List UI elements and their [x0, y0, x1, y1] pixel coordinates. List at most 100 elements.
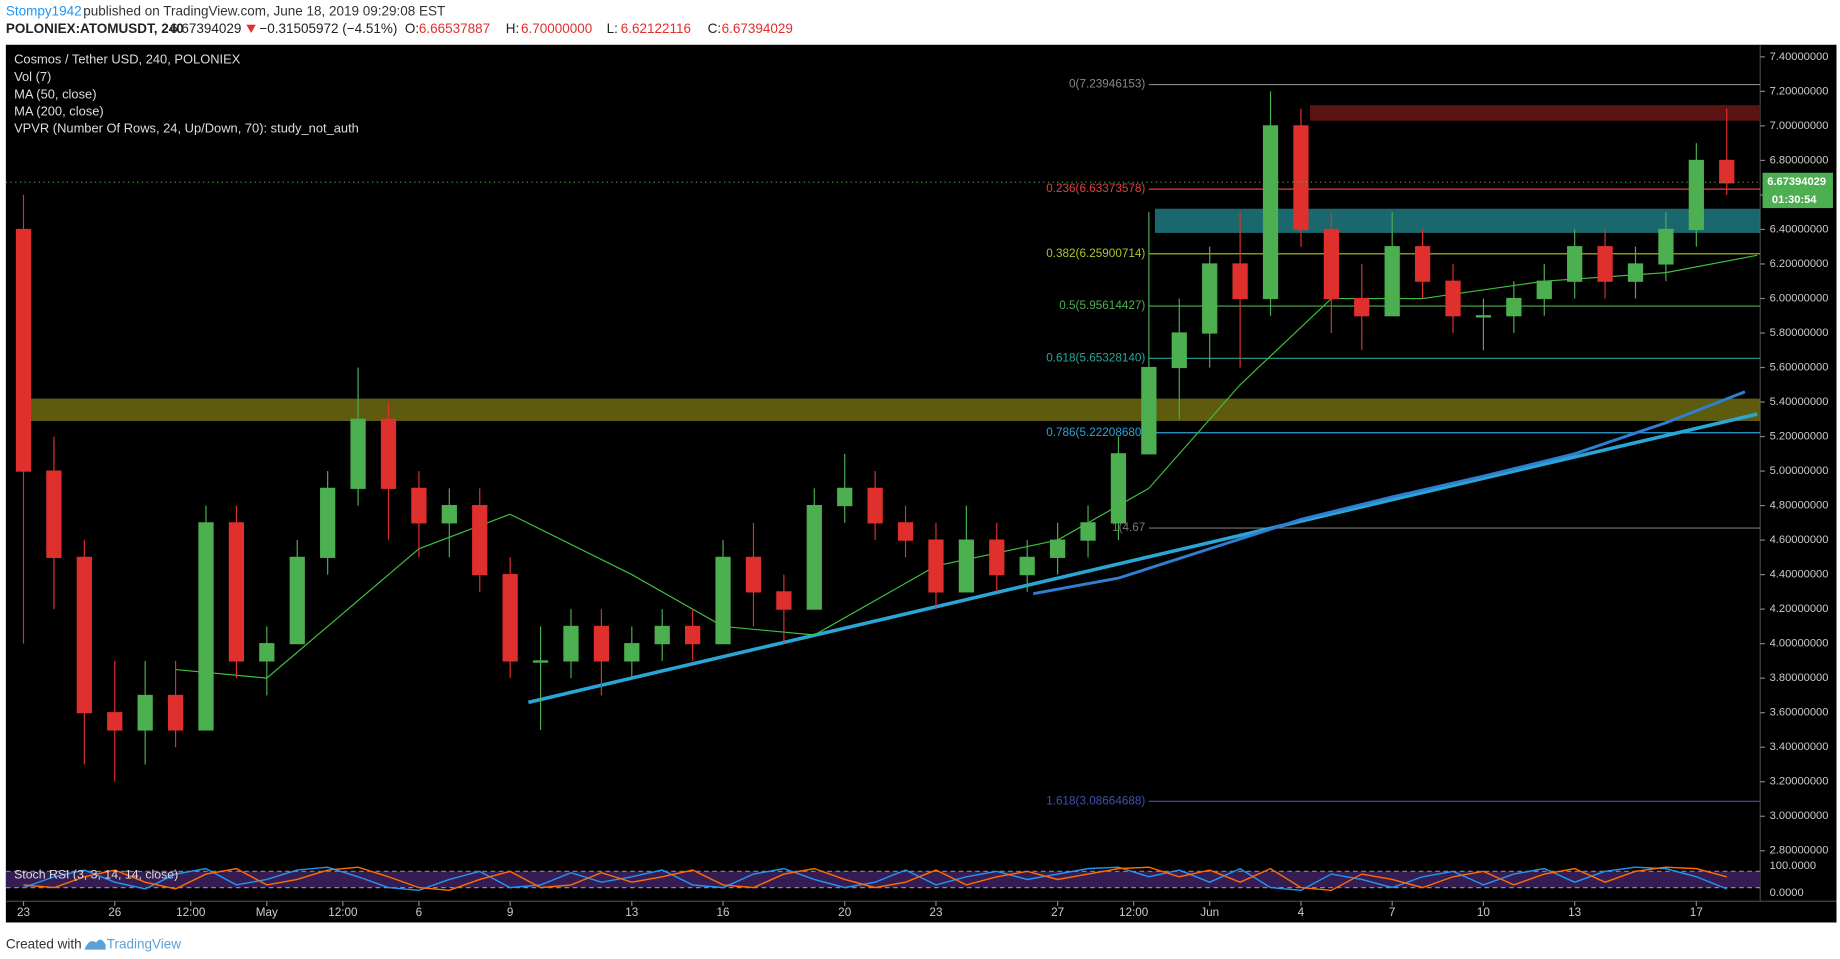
x-tick-label: 23	[929, 906, 943, 919]
footer-created: Created with	[6, 936, 82, 951]
y-tick-label: 3.60000000	[1770, 707, 1829, 719]
candle-body	[380, 418, 397, 489]
y-tick-label: 5.80000000	[1770, 327, 1829, 339]
candle-body	[1688, 159, 1704, 231]
x-tick-label: 10	[1477, 906, 1491, 919]
ohlc-label: H:	[506, 21, 520, 36]
candle-body	[15, 228, 32, 472]
y-tick-label: 3.80000000	[1770, 672, 1829, 684]
x-tick-label: 12:00	[176, 906, 206, 919]
publisher[interactable]: Stompy1942	[6, 3, 82, 18]
candle-body	[563, 625, 579, 662]
candle-body	[320, 487, 336, 558]
x-tick-label: 12:00	[328, 906, 358, 919]
fib-label: 1(4.67	[1112, 521, 1145, 534]
candle-body	[472, 505, 488, 576]
zone	[1310, 105, 1761, 121]
y-tick-label: 3.40000000	[1770, 741, 1829, 753]
fib-label: 0.382(6.25900714)	[1046, 247, 1145, 260]
y-tick-label: 4.40000000	[1770, 569, 1829, 581]
candle-body	[989, 539, 1005, 576]
y-tick-label: 5.60000000	[1770, 361, 1829, 373]
stoch-line	[23, 866, 1727, 892]
candle-body	[593, 625, 610, 662]
candle-body	[289, 556, 305, 645]
fib-label: 0.618(5.65328140)	[1046, 351, 1145, 364]
x-tick-label: 6	[416, 906, 423, 919]
y-tick-label: 7.40000000	[1770, 51, 1829, 63]
stoch-tick-label: 0.0000	[1770, 887, 1804, 899]
ohlc-value: 6.66537887	[419, 21, 490, 36]
candle-body	[1080, 522, 1096, 541]
study-label: Vol (7)	[14, 69, 51, 84]
stoch-line	[23, 866, 1728, 892]
tv-logo	[84, 939, 106, 950]
fib-label: 0.236(6.63373578)	[1046, 182, 1145, 195]
candle-body	[1719, 159, 1735, 184]
x-tick-label: 13	[1568, 906, 1582, 919]
y-tick-label: 4.80000000	[1770, 500, 1829, 512]
x-tick-label: Jun	[1200, 906, 1219, 919]
y-tick-label: 6.00000000	[1770, 292, 1829, 304]
candle-body	[654, 625, 670, 645]
candle-body	[532, 660, 549, 663]
y-tick-label: 6.40000000	[1770, 223, 1829, 235]
price-tag	[1762, 172, 1833, 209]
ma200-line	[1032, 390, 1746, 596]
y-tick-label: 7.20000000	[1770, 85, 1829, 97]
y-tick-label: 6.20000000	[1770, 258, 1829, 270]
study-label: MA (50, close)	[14, 86, 96, 101]
candle-body	[624, 643, 640, 662]
fib-label: 0.786(5.22208680)	[1046, 426, 1145, 439]
candle-body	[1597, 246, 1613, 282]
y-tick-label: 7.00000000	[1770, 120, 1829, 132]
study-legend: Vol (7) MA (50, close) MA (200, close) VPVR…	[14, 69, 359, 135]
candle-body	[1354, 297, 1370, 317]
chart-panel	[5, 44, 1837, 923]
x-tick-label: 27	[1051, 906, 1064, 919]
chart-title: Cosmos / Tether USD, 240, POLONIEX	[14, 51, 241, 66]
candle-body	[958, 539, 975, 593]
x-tick-label: 13	[625, 906, 639, 919]
y-tick-label: 5.00000000	[1770, 465, 1829, 477]
candle-body	[1536, 280, 1552, 300]
price-tag-label: 6.67394029	[1767, 176, 1826, 188]
symbol: POLONIEX:ATOMUSDT, 240	[6, 21, 184, 36]
candle-body	[502, 574, 518, 662]
change: −0.31505972 (−4.51%)	[259, 21, 397, 36]
candle-body	[1414, 246, 1431, 282]
fib-label: 0(7.23946153)	[1069, 78, 1145, 91]
ohlc-label: C:	[708, 21, 722, 36]
candle-body	[897, 522, 914, 541]
candle-body	[411, 487, 427, 524]
candle-body	[1019, 556, 1035, 576]
candle-body	[1567, 246, 1583, 282]
trendline	[527, 412, 1758, 705]
candle-body	[776, 591, 792, 610]
x-tick-label: 12:00	[1119, 906, 1149, 919]
y-tick-label: 4.20000000	[1770, 603, 1829, 615]
candle-body	[928, 539, 944, 593]
candle-body	[1202, 263, 1218, 334]
plot: 2.80000000 3.00000000 3.20000000 3.40000000…	[5, 51, 1833, 919]
x-tick-label: 16	[717, 906, 731, 919]
ohlc-value: 6.67394029	[722, 21, 793, 36]
zone	[20, 398, 1761, 422]
candle-body	[806, 505, 822, 610]
y-tick-label: 5.20000000	[1770, 430, 1829, 442]
study-label: MA (200, close)	[14, 103, 104, 118]
candle-body	[1475, 315, 1492, 318]
candle-body	[1323, 228, 1339, 300]
stoch-tick-label: 100.0000	[1770, 860, 1816, 872]
candle-body	[1506, 297, 1522, 317]
ohlc-label: O:	[405, 21, 419, 36]
ohlc-value: 6.70000000	[521, 21, 592, 36]
x-tick-label: 9	[507, 906, 514, 919]
footer-brand[interactable]: TradingView	[107, 936, 181, 951]
study-label: VPVR (Number Of Rows, 24, Up/Down, 70): …	[14, 120, 359, 135]
x-tick-label: 4	[1298, 906, 1305, 919]
candle-body	[685, 625, 701, 645]
y-tick-label: 3.20000000	[1770, 776, 1829, 788]
fib-label: 0.5(5.95614427)	[1059, 299, 1145, 312]
x-tick-label: 20	[838, 906, 852, 919]
